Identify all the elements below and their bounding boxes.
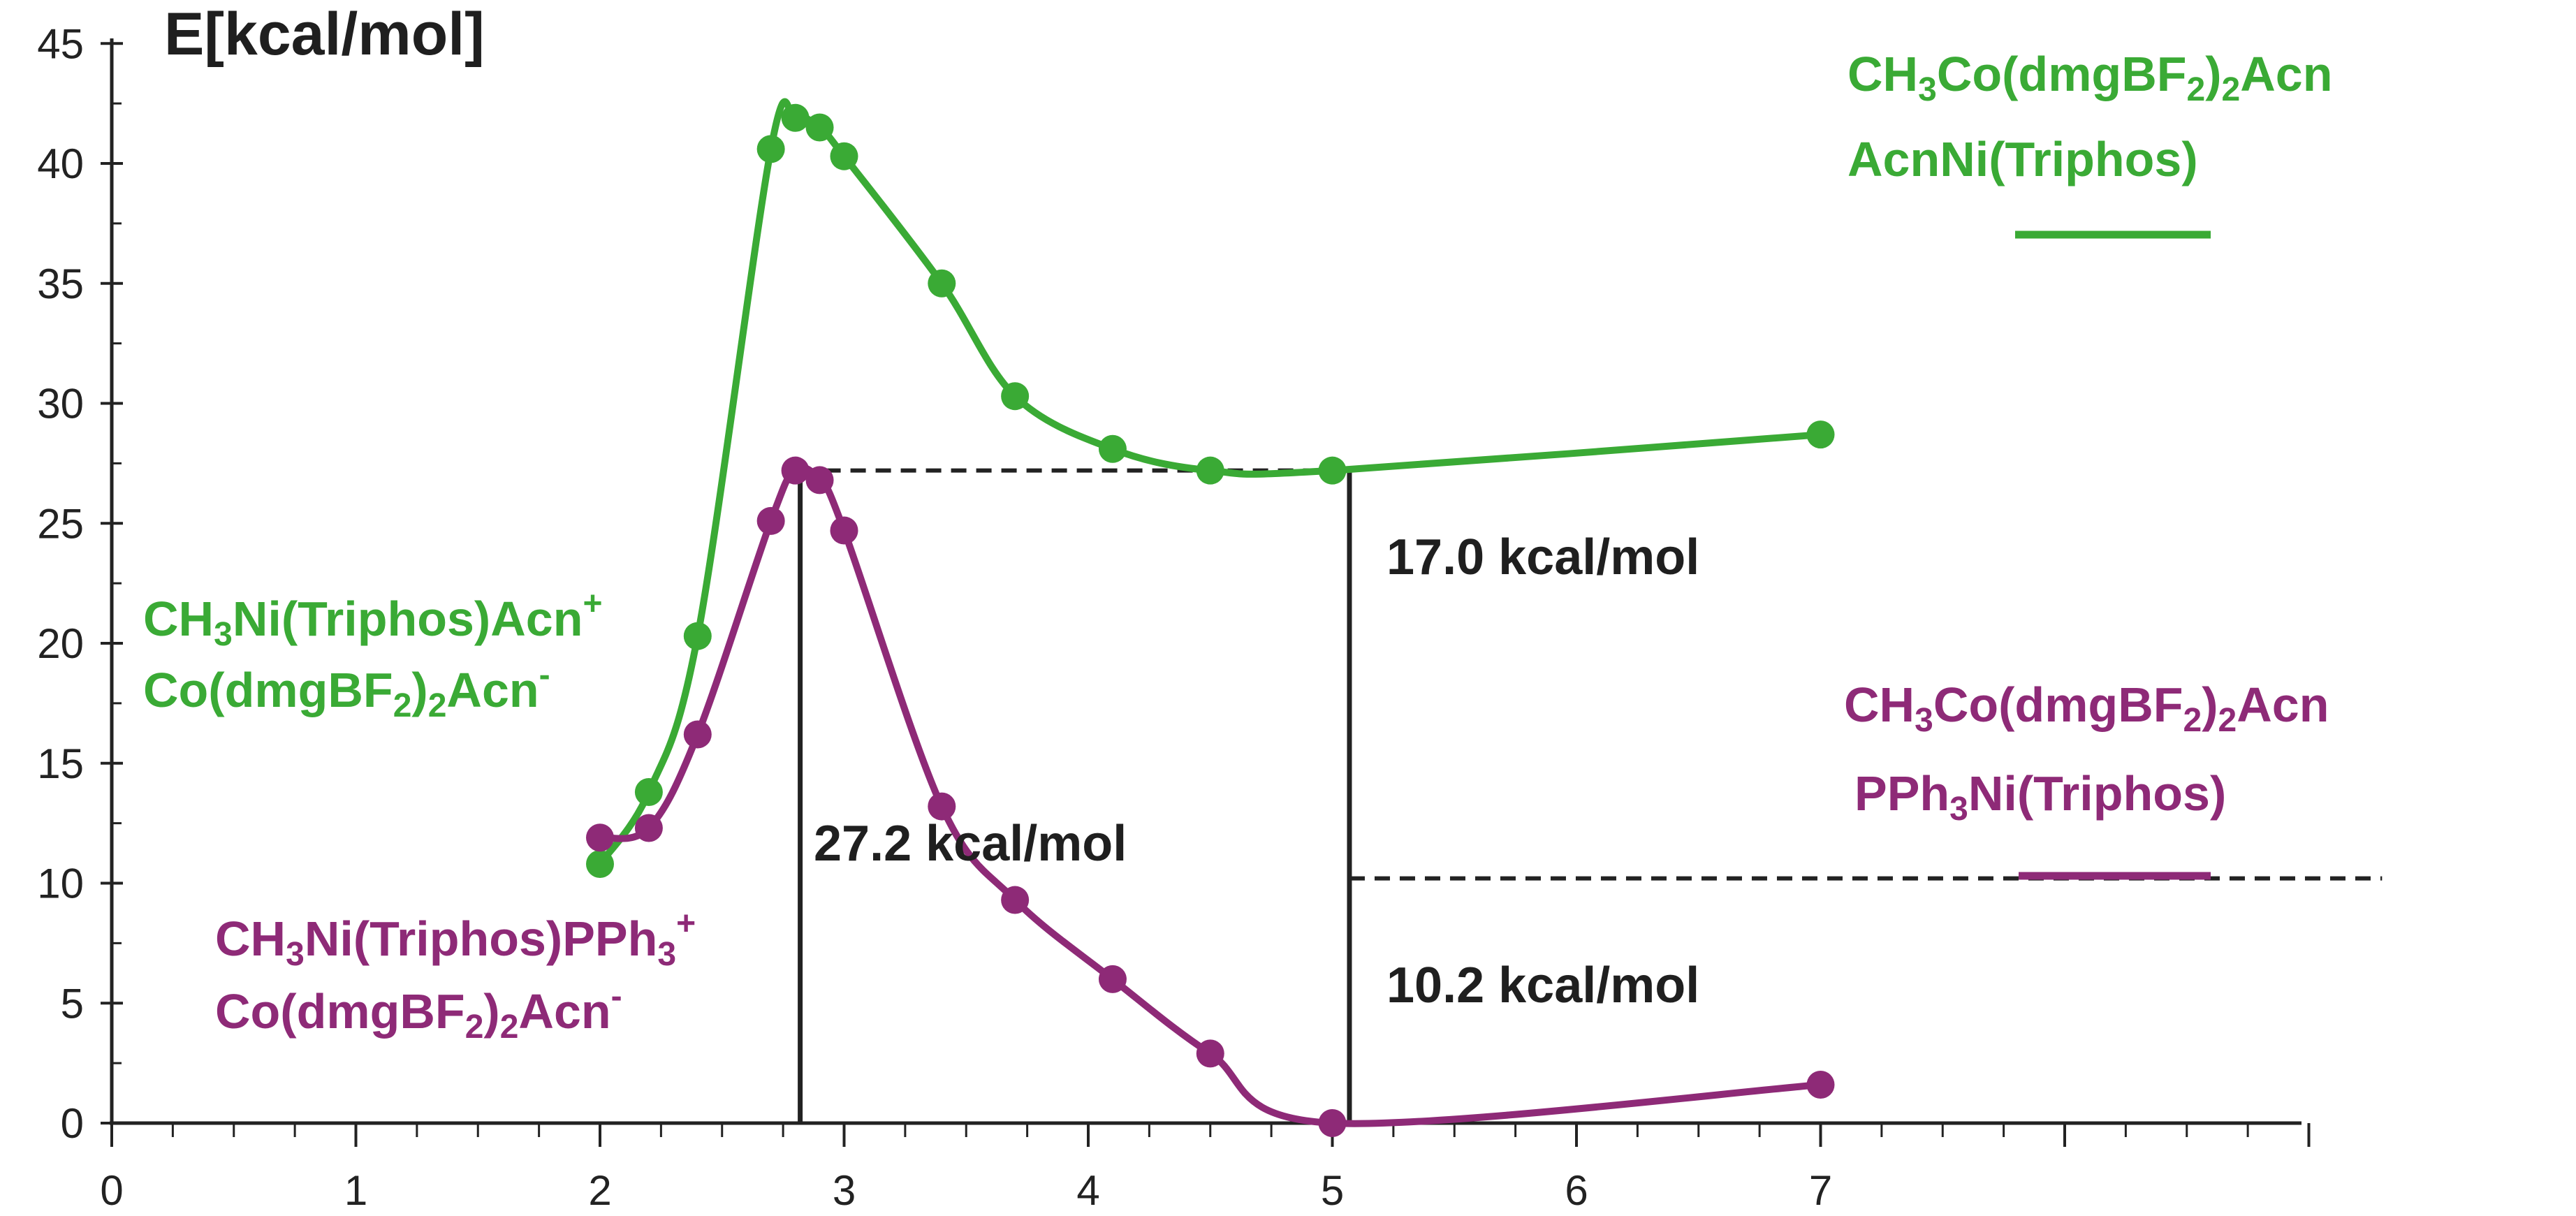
series-green-point [1196, 456, 1224, 485]
series-green-point [928, 269, 956, 298]
y-tick-label: 0 [61, 1100, 84, 1147]
series-purple-point [586, 823, 614, 852]
y-axis-title: E[kcal/mol] [164, 1, 485, 68]
series-purple-point [756, 506, 785, 535]
x-tick-label: 3 [833, 1167, 856, 1214]
legend-green-line2: AcnNi(Triphos) [1847, 132, 2198, 186]
y-tick-label: 40 [37, 140, 84, 187]
x-tick-label: 7 [1809, 1167, 1832, 1214]
series-green-point [1318, 456, 1347, 485]
series-green-point [1098, 434, 1127, 463]
curve-label-purple: CH3Ni(Triphos)PPh3+ Co(dmgBF2)2Acn- [215, 905, 696, 1046]
y-tick-label: 20 [37, 620, 84, 667]
x-tick-label: 4 [1076, 1167, 1099, 1214]
series-green-point [634, 777, 663, 806]
series-purple-point [1318, 1109, 1347, 1137]
series-purple-point [1001, 886, 1030, 914]
series-green-point [830, 142, 858, 170]
curve-label-purple-line1: CH3Ni(Triphos)PPh3+ [215, 905, 696, 973]
y-tick-label: 35 [37, 261, 84, 307]
series-purple-point [781, 456, 810, 485]
series-purple-point [634, 814, 663, 842]
y-tick-label: 25 [37, 500, 84, 547]
y-tick-label: 45 [37, 20, 84, 67]
legend-purple-line1: CH3Co(dmgBF2)2Acn [1844, 677, 2329, 739]
curve-label-green-line2: Co(dmgBF2)2Acn- [143, 657, 550, 724]
series-green-point [1806, 420, 1835, 449]
series-purple-point [928, 792, 956, 821]
x-tick-label: 2 [588, 1167, 611, 1214]
series-purple-point [1806, 1071, 1835, 1099]
curve-label-purple-line2: Co(dmgBF2)2Acn- [215, 978, 622, 1046]
y-tick-label: 15 [37, 740, 84, 787]
series-purple-point [830, 516, 858, 545]
legend-purple: CH3Co(dmgBF2)2Acn PPh3Ni(Triphos) [1844, 677, 2329, 880]
legend-green: CH3Co(dmgBF2)2Acn AcnNi(Triphos) [1847, 47, 2332, 239]
y-tick-label: 10 [37, 860, 84, 907]
series-purple-point [805, 466, 834, 495]
annotation-reaction: 10.2 kcal/mol [1386, 958, 1699, 1013]
series-green-point [586, 850, 614, 879]
series-purple-line [599, 464, 1821, 1127]
curve-label-green: CH3Ni(Triphos)Acn+ Co(dmgBF2)2Acn- [143, 585, 603, 724]
series-green-point [683, 622, 712, 650]
annotation-gap: 17.0 kcal/mol [1386, 529, 1699, 585]
series-purple-point [1196, 1039, 1224, 1068]
series-purple-point [683, 720, 712, 749]
series-group [586, 98, 1835, 1137]
series-green-point [781, 103, 810, 132]
series-green-line [597, 98, 1821, 866]
x-tick-label: 0 [100, 1167, 123, 1214]
legend-green-line1: CH3Co(dmgBF2)2Acn [1847, 47, 2332, 108]
annotation-barrier: 27.2 kcal/mol [814, 816, 1127, 872]
x-tick-label: 1 [344, 1167, 367, 1214]
series-green-point [1001, 382, 1030, 411]
x-tick-label: 6 [1565, 1167, 1588, 1214]
series-green-point [805, 113, 834, 142]
series-green-point [756, 135, 785, 163]
curve-label-green-line1: CH3Ni(Triphos)Acn+ [143, 585, 603, 653]
y-tick-label: 30 [37, 381, 84, 427]
legend-purple-line2: PPh3Ni(Triphos) [1854, 766, 2226, 828]
series-purple-point [1098, 965, 1127, 993]
y-tick-label: 5 [61, 980, 84, 1027]
x-tick-label: 5 [1321, 1167, 1344, 1214]
